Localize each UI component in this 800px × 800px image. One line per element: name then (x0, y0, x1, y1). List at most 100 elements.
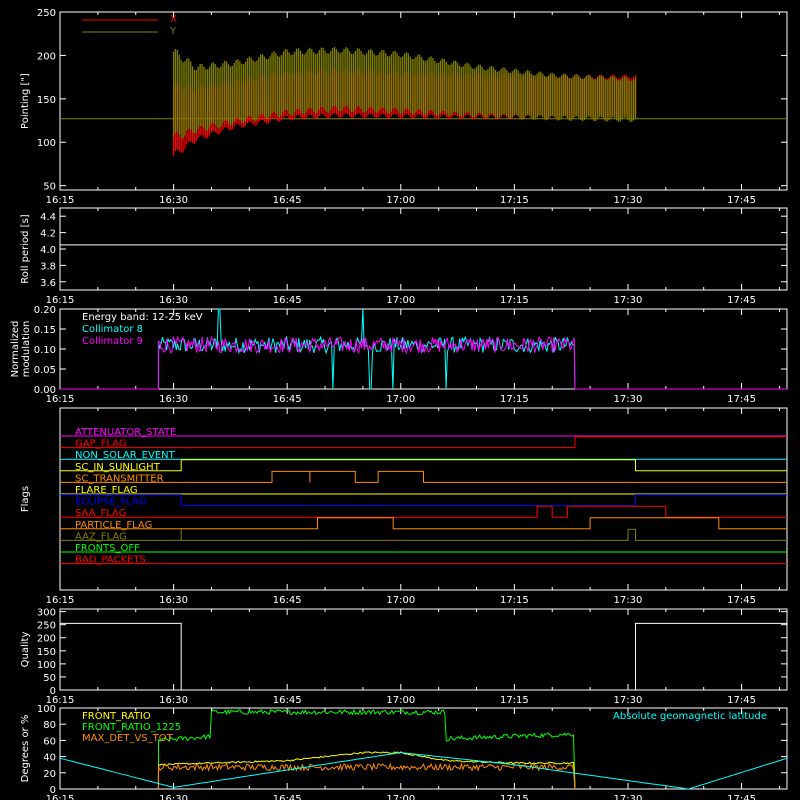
y-tick-label: 4.4 (40, 212, 56, 223)
x-tick-label: 17:45 (727, 595, 756, 606)
flag-label: FLARE_FLAG (75, 485, 138, 496)
flag-gap-flag: GAP_FLAG (60, 436, 787, 450)
x-tick-label: 17:15 (500, 394, 529, 405)
y-tick-label: 3.6 (40, 278, 56, 289)
y-tick-label: 40 (43, 753, 56, 764)
x-tick-label: 16:15 (46, 595, 75, 606)
x-tick-label: 17:30 (614, 295, 643, 306)
plot-frame (59, 207, 788, 291)
y-tick-label: 150 (37, 647, 56, 658)
plot-frame (59, 608, 788, 691)
flag-label: ECLIPSE_FLAG (75, 497, 146, 508)
x-tick-label: 16:30 (159, 195, 188, 206)
x-tick-label: 16:30 (159, 695, 188, 706)
y-tick-label: 0.00 (34, 385, 56, 396)
flag-label: FRONTS_OFF (75, 543, 140, 554)
flag-bad-packets: BAD_PACKETS (60, 555, 787, 566)
y-tick-label: 0.05 (34, 365, 56, 376)
flag-line (60, 517, 787, 530)
x-tick-label: 16:45 (273, 394, 302, 405)
x-tick-label: 16:45 (273, 195, 302, 206)
x-tick-label: 17:15 (500, 195, 529, 206)
legend-label: Collimator 9 (82, 336, 143, 347)
y-axis-label-line: Normalized (10, 321, 21, 378)
y-axis-label: Roll period [s] (20, 214, 31, 283)
x-tick-label: 17:00 (386, 595, 415, 606)
panel-front: 16:15 16:30 16:45 17:00 17:15 17:30 17:45 0 20 40… (20, 704, 788, 800)
y-tick-label: 200 (37, 51, 56, 62)
flag-label: ATTENUATOR_STATE (75, 427, 176, 438)
x-tick-label: 17:15 (500, 595, 529, 606)
x-tick-label: 17:00 (386, 295, 415, 306)
x-tick-label: 17:45 (727, 195, 756, 206)
x-tick-label: 17:30 (614, 394, 643, 405)
x-tick-label: 16:15 (46, 695, 75, 706)
y-axis-label: Degrees or % (20, 715, 31, 783)
panel-roll: 16:15 16:30 16:45 17:00 17:15 17:30 17:45 3.6 3.… (20, 207, 788, 306)
y-tick-label: 50 (43, 673, 56, 684)
x-tick-label: 16:15 (46, 195, 75, 206)
y-axis-label: Pointing ["] (20, 73, 31, 129)
flag-line (60, 494, 787, 507)
legend-label: Y (169, 26, 177, 37)
y-tick-label: 0.10 (34, 345, 56, 356)
y-axis-label: Flags (20, 486, 31, 512)
flag-particle-flag: PARTICLE_FLAG (60, 517, 787, 531)
x-tick-label: 16:30 (159, 394, 188, 405)
flag-sc-in-sunlight: SC_IN_SUNLIGHT (60, 459, 787, 473)
x-tick-label: 17:45 (727, 794, 756, 800)
legend-label: Collimator 8 (82, 324, 143, 335)
y-tick-label: 150 (37, 95, 56, 106)
x-tick-label: 17:45 (727, 695, 756, 706)
flag-line (60, 436, 787, 449)
x-tick-label: 17:30 (614, 595, 643, 606)
y-tick-label: 20 (43, 769, 56, 780)
flag-line (60, 470, 787, 483)
plot-frame (59, 707, 788, 790)
energy-band-annotation: Energy band: 12-25 keV (82, 312, 203, 323)
x-tick-label: 17:15 (500, 794, 529, 800)
flag-label: AAZ_FLAG (75, 531, 127, 542)
flag-sc-transmitter: SC_TRANSMITTER (60, 470, 787, 484)
series-max-det-vs-tot (157, 762, 576, 790)
x-tick-label: 17:00 (386, 394, 415, 405)
y-axis-label: Quality (20, 632, 31, 668)
x-tick-label: 16:30 (159, 295, 188, 306)
flag-label: NON_SOLAR_EVENT (75, 450, 176, 461)
y-tick-label: 0.15 (34, 325, 56, 336)
flag-label: GAP_FLAG (75, 439, 127, 450)
x-tick-label: 17:30 (614, 195, 643, 206)
flag-line (60, 505, 787, 518)
x-tick-label: 17:30 (614, 794, 643, 800)
flag-attenuator-state: ATTENUATOR_STATE (60, 427, 787, 438)
y-tick-label: 0 (50, 785, 56, 796)
x-tick-label: 17:00 (386, 794, 415, 800)
y-tick-label: 200 (37, 634, 56, 645)
flag-non-solar-event: NON_SOLAR_EVENT (60, 450, 787, 461)
x-tick-label: 16:15 (46, 794, 75, 800)
flag-label: SC_TRANSMITTER (75, 473, 164, 484)
right-legend-label: Absolute geomagnetic latitude (613, 711, 767, 722)
x-tick-label: 16:30 (159, 595, 188, 606)
legend-label: FRONT_RATIO_1225 (82, 722, 181, 733)
y-tick-label: 80 (43, 720, 56, 731)
x-tick-label: 16:45 (273, 695, 302, 706)
flag-label: SC_IN_SUNLIGHT (75, 462, 161, 473)
x-tick-label: 17:15 (500, 695, 529, 706)
flag-saa-flag: SAA_FLAG (60, 505, 787, 519)
panel-quality: 16:15 16:30 16:45 17:00 17:15 17:30 17:45 0 50 10… (20, 608, 788, 706)
y-tick-label: 300 (37, 608, 56, 619)
x-tick-label: 17:30 (614, 695, 643, 706)
flag-label: BAD_PACKETS (75, 555, 146, 566)
panel-flags: 16:15 16:30 16:45 17:00 17:15 17:30 17:45 Flags… (20, 407, 788, 606)
y-tick-label: 50 (43, 182, 56, 193)
flag-label: PARTICLE_FLAG (75, 520, 152, 531)
x-tick-label: 17:00 (386, 695, 415, 706)
x-tick-label: 16:45 (273, 595, 302, 606)
x-tick-label: 16:15 (46, 394, 75, 405)
x-tick-label: 17:45 (727, 295, 756, 306)
x-tick-label: 17:15 (500, 295, 529, 306)
y-axis-label-line: modulation (21, 321, 32, 378)
y-tick-label: 0 (50, 686, 56, 697)
